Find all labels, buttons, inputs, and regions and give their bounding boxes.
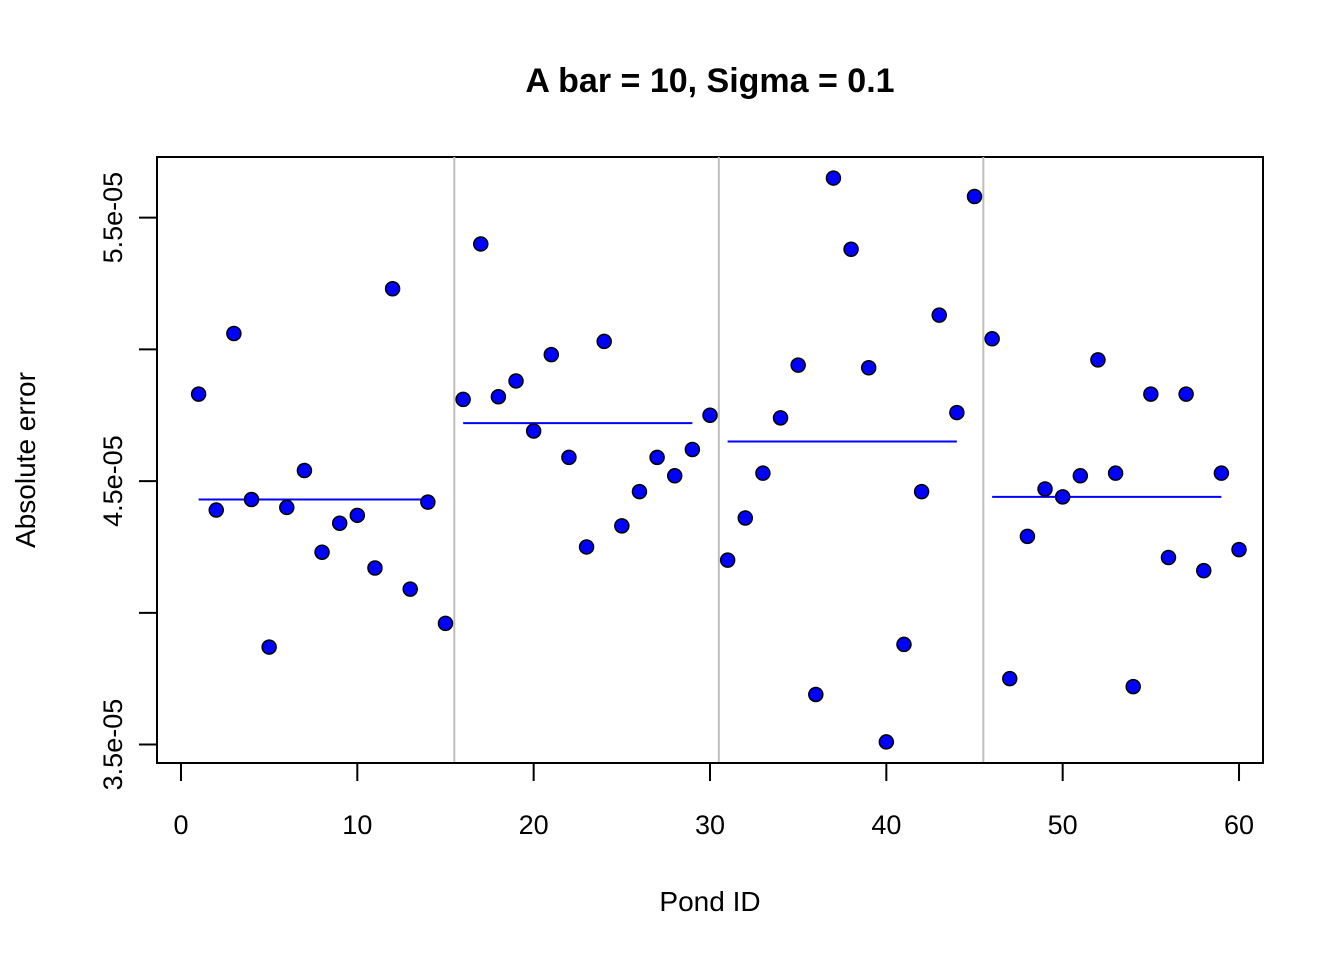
data-point bbox=[860, 360, 877, 376]
data-point bbox=[808, 686, 824, 703]
data-point bbox=[1054, 489, 1071, 505]
y-axis: 3.5e-05 4.5e-05 5.5e-05 bbox=[98, 172, 158, 791]
data-point bbox=[384, 280, 401, 297]
data-point bbox=[790, 357, 806, 373]
data-point bbox=[896, 636, 912, 653]
data-point bbox=[737, 510, 754, 526]
data-point bbox=[1196, 562, 1212, 579]
data-point bbox=[578, 539, 595, 555]
x-tick-label: 0 bbox=[173, 810, 188, 840]
x-axis-label: Pond ID bbox=[659, 886, 760, 917]
y-tick-label: 5.5e-05 bbox=[98, 172, 128, 264]
data-point bbox=[1213, 465, 1230, 481]
y-tick-label: 3.5e-05 bbox=[98, 699, 128, 791]
data-point bbox=[825, 170, 842, 186]
data-point bbox=[455, 391, 471, 408]
data-point bbox=[226, 325, 242, 342]
data-point bbox=[649, 449, 665, 466]
data-point bbox=[1002, 670, 1018, 687]
data-point bbox=[296, 462, 313, 479]
data-point bbox=[525, 423, 542, 439]
data-point bbox=[561, 449, 577, 466]
data-point bbox=[367, 560, 383, 576]
data-point bbox=[1107, 465, 1124, 481]
data-point bbox=[208, 502, 224, 518]
data-point bbox=[596, 333, 612, 350]
chart-title: A bar = 10, Sigma = 0.1 bbox=[525, 62, 894, 100]
data-point bbox=[949, 404, 965, 421]
data-point bbox=[1231, 541, 1247, 558]
data-point bbox=[543, 346, 560, 363]
data-point bbox=[349, 507, 366, 524]
data-point bbox=[508, 373, 524, 389]
data-points bbox=[190, 170, 1247, 750]
data-point bbox=[331, 515, 348, 531]
data-point bbox=[772, 410, 789, 426]
data-point bbox=[261, 639, 277, 655]
data-point bbox=[402, 581, 418, 597]
data-point bbox=[420, 494, 436, 510]
data-point bbox=[1090, 352, 1106, 368]
data-point bbox=[279, 499, 295, 516]
x-tick-label: 60 bbox=[1224, 810, 1254, 840]
data-point bbox=[1143, 386, 1159, 402]
data-point bbox=[843, 241, 859, 257]
data-point bbox=[1178, 386, 1194, 402]
x-tick-label: 50 bbox=[1048, 810, 1078, 840]
group-mean-lines bbox=[198, 422, 1222, 501]
data-point bbox=[1125, 678, 1141, 695]
data-point bbox=[684, 441, 701, 458]
data-point bbox=[190, 386, 207, 402]
x-axis: 0 10 20 30 40 50 60 bbox=[173, 762, 1254, 840]
data-point bbox=[719, 552, 736, 568]
x-tick-label: 10 bbox=[342, 810, 372, 840]
data-point bbox=[755, 465, 771, 481]
data-point bbox=[1019, 528, 1036, 545]
plot-frame bbox=[156, 156, 1264, 764]
data-point bbox=[614, 518, 630, 534]
y-tick-label: 4.5e-05 bbox=[98, 435, 128, 527]
x-tick-label: 40 bbox=[871, 810, 901, 840]
data-point bbox=[984, 331, 1000, 347]
data-point bbox=[1037, 481, 1053, 497]
data-point bbox=[666, 468, 683, 484]
data-point bbox=[913, 483, 930, 500]
data-point bbox=[490, 389, 507, 405]
group-separators bbox=[453, 157, 985, 763]
data-point bbox=[314, 544, 330, 560]
data-point bbox=[1160, 549, 1177, 566]
y-axis-label: Absolute error bbox=[10, 372, 41, 548]
data-point bbox=[243, 491, 260, 508]
data-point bbox=[931, 307, 947, 323]
x-tick-label: 30 bbox=[695, 810, 725, 840]
data-point bbox=[631, 483, 648, 500]
x-tick-label: 20 bbox=[519, 810, 549, 840]
data-point bbox=[966, 188, 983, 205]
data-point bbox=[702, 407, 718, 423]
data-point bbox=[878, 734, 895, 750]
data-point bbox=[473, 236, 489, 252]
data-point bbox=[1072, 468, 1089, 484]
data-point bbox=[437, 615, 454, 632]
